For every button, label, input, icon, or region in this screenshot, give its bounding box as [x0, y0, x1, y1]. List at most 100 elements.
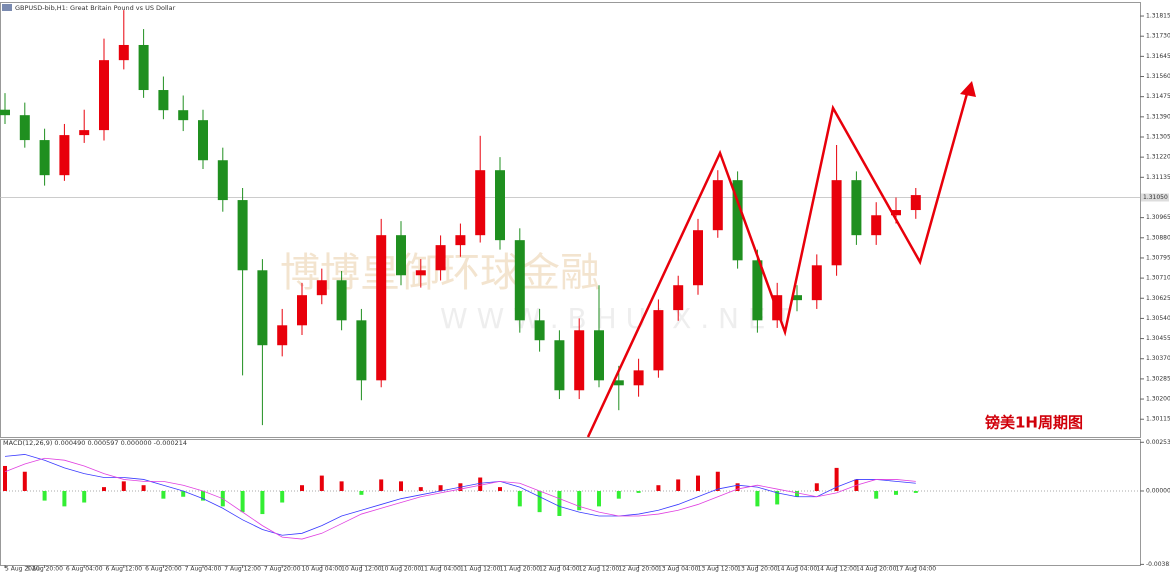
x-tick-label: 12 Aug 12:00	[579, 566, 620, 573]
candle-body	[554, 340, 565, 391]
macd-y-tick-label: -0.003816	[1146, 561, 1170, 568]
y-tick-label: 1.30540	[1146, 315, 1170, 322]
x-tick-label: 5 Aug 20:00	[26, 566, 63, 573]
candle-body	[435, 245, 446, 271]
candle-body	[475, 170, 486, 236]
x-tick-label: 13 Aug 12:00	[698, 566, 739, 573]
macd-bar	[636, 490, 641, 493]
macd-bar	[696, 475, 700, 491]
macd-y-tick-label: 0.002531	[1146, 439, 1170, 446]
macd-bar	[735, 483, 740, 491]
x-tick-label: 11 Aug 04:00	[420, 566, 461, 573]
candle-body	[851, 180, 862, 236]
macd-bar	[676, 479, 681, 491]
y-tick-label: 1.30965	[1146, 214, 1170, 221]
caption: 镑美1H周期图	[985, 414, 1083, 432]
macd-bar	[359, 490, 364, 495]
y-tick-label: 1.30710	[1146, 275, 1170, 282]
macd-bar	[260, 490, 265, 515]
candle-body	[732, 180, 743, 261]
x-tick-label: 12 Aug 04:00	[539, 566, 580, 573]
candle-body	[79, 130, 90, 136]
trend-zigzag	[586, 89, 970, 438]
y-tick-label: 1.31475	[1146, 93, 1170, 100]
macd-bar	[339, 481, 344, 491]
x-tick-label: 11 Aug 12:00	[460, 566, 501, 573]
macd-line	[4, 457, 916, 540]
x-tick-label: 5 Aug 2020	[5, 566, 40, 573]
x-tick-label: 7 Aug 04:00	[185, 566, 222, 573]
macd-y-tick-label: 0.000000	[1146, 487, 1170, 494]
macd-bar	[795, 490, 799, 497]
candle-body	[237, 200, 248, 271]
macd-bar	[22, 471, 27, 491]
candle-body	[39, 140, 50, 176]
candle-body	[138, 44, 149, 91]
candle-body	[376, 235, 387, 381]
x-tick-label: 14 Aug 20:00	[856, 566, 897, 573]
y-tick-label: 1.30880	[1146, 234, 1170, 241]
y-tick-label: 1.30455	[1146, 335, 1170, 342]
macd-bar	[300, 485, 304, 491]
macd-bar	[280, 490, 285, 503]
x-tick-label: 14 Aug 12:00	[816, 566, 857, 573]
candle-body	[356, 320, 367, 381]
y-tick-label: 1.30370	[1146, 355, 1170, 362]
x-tick-label: 6 Aug 12:00	[105, 566, 142, 573]
macd-bar	[379, 479, 384, 491]
y-tick-label: 1.31645	[1146, 53, 1170, 60]
candle-body	[217, 160, 228, 201]
candle-body	[534, 320, 545, 341]
macd-bar	[141, 485, 146, 491]
candle-body	[158, 90, 169, 111]
macd-bar	[319, 475, 324, 491]
y-tick-label: 1.31560	[1146, 73, 1170, 80]
candle-body	[633, 370, 644, 386]
x-tick-label: 10 Aug 04:00	[302, 566, 343, 573]
candle-body	[891, 210, 901, 216]
macd-bar	[715, 471, 720, 491]
candle-body	[277, 325, 288, 346]
candle-body	[415, 270, 426, 276]
candle-body	[495, 170, 505, 241]
x-tick-label: 14 Aug 04:00	[777, 566, 818, 573]
macd-bar	[121, 481, 126, 491]
x-tick-label: 7 Aug 20:00	[264, 566, 301, 573]
candle-body	[396, 235, 406, 276]
candle-body	[198, 120, 208, 161]
candle-body	[316, 280, 327, 296]
candle-body	[19, 115, 30, 141]
y-tick-label: 1.31220	[1146, 154, 1170, 161]
candle-body	[811, 265, 822, 301]
macd-bar	[537, 490, 542, 513]
candle-body	[0, 109, 10, 116]
candle-body	[831, 180, 842, 266]
x-tick-label: 6 Aug 20:00	[145, 566, 182, 573]
current-price-label: 1.31050	[1143, 194, 1168, 201]
y-tick-label: 1.30115	[1146, 416, 1170, 423]
macd-bar	[874, 490, 879, 499]
y-tick-label: 1.30285	[1146, 375, 1170, 382]
macd-bar	[517, 490, 522, 507]
macd-bar	[775, 490, 780, 505]
candle-body	[792, 295, 802, 301]
macd-bar	[181, 490, 186, 497]
x-tick-label: 13 Aug 20:00	[737, 566, 778, 573]
plot: 1.31815 1.31730 1.31645 1.31560 1.31475 1.313…	[0, 10, 1170, 573]
candle-body	[99, 60, 109, 131]
candle-body	[712, 180, 723, 231]
macd-bar	[834, 467, 839, 491]
arrow-head	[960, 81, 976, 97]
macd-bar	[3, 465, 7, 491]
y-tick-label: 1.30795	[1146, 254, 1170, 261]
y-tick-label: 1.31135	[1146, 174, 1170, 181]
candle-body	[910, 195, 921, 211]
x-tick-label: 11 Aug 20:00	[500, 566, 541, 573]
current-price-box	[1141, 193, 1169, 202]
macd-bar	[616, 490, 621, 499]
macd-bar	[814, 483, 819, 491]
y-tick-label: 1.30200	[1146, 396, 1170, 403]
macd-bar	[557, 490, 562, 516]
macd-bar	[894, 490, 898, 495]
